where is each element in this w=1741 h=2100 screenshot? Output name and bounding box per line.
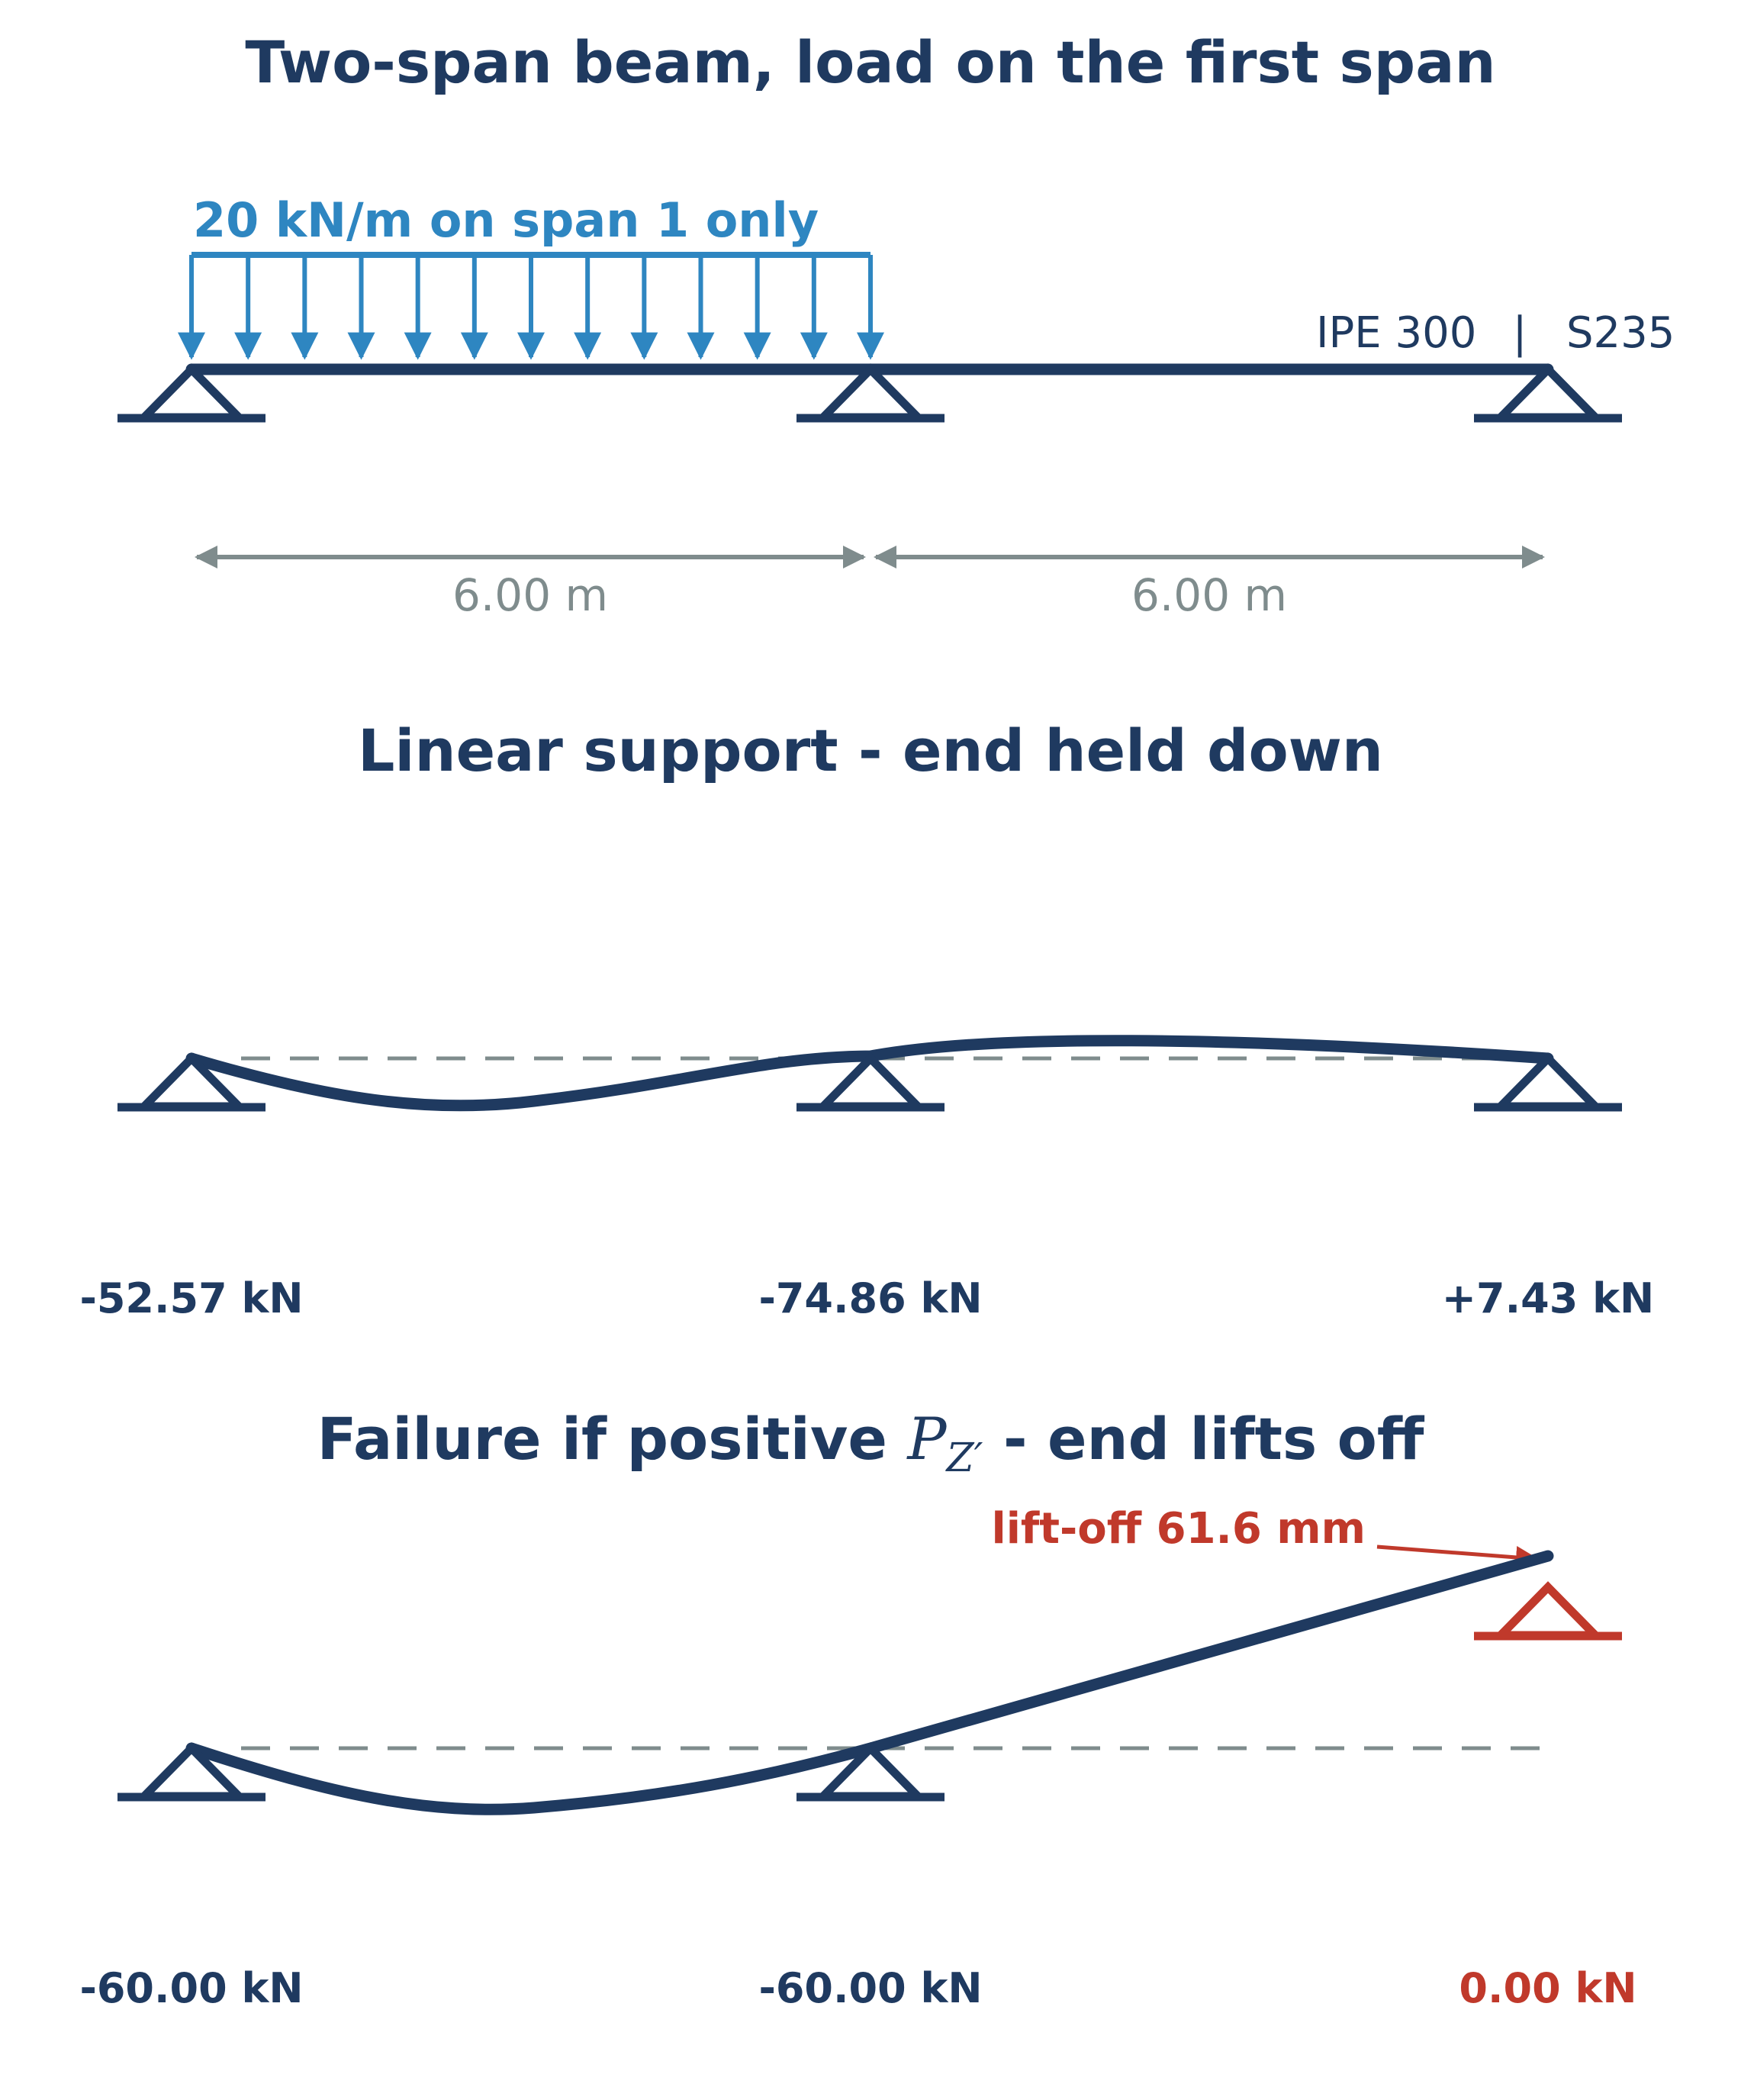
failure-reaction-left: -60.00 kN	[79, 1964, 303, 2012]
linear-reaction-middle: -74.86 kN	[758, 1274, 982, 1322]
span-1-length: 6.00 m	[452, 569, 608, 621]
liftoff-pointer	[1376, 1544, 1539, 1569]
linear-support-middle	[796, 1052, 945, 1112]
support-right-triangle	[1490, 363, 1606, 422]
supports-linear	[117, 1052, 1622, 1112]
failure-support-middle	[796, 1742, 945, 1802]
support-left-triangle	[134, 363, 249, 422]
failure-support-left	[117, 1742, 265, 1802]
liftoff-label: lift-off 61.6 mm	[992, 1504, 1366, 1554]
linear-support-right	[1474, 1052, 1622, 1112]
linear-support-middle-triangle	[813, 1052, 928, 1111]
support-middle-triangle	[813, 363, 928, 422]
section-label: IPE 300 | S235	[1316, 308, 1675, 358]
linear-title: Linear support - end held down	[358, 717, 1383, 784]
linear-reaction-right: +7.43 kN	[1442, 1274, 1654, 1322]
main-title: Two-span beam, load on the first span	[245, 28, 1495, 96]
linear-support-right-triangle	[1490, 1052, 1606, 1111]
failure-symbol: P	[906, 1405, 948, 1473]
distributed-load	[178, 252, 884, 360]
failure-title-pre: Failure if positive	[317, 1405, 908, 1473]
failure-deflected-beam	[185, 1550, 1554, 1815]
support-middle	[796, 363, 945, 423]
support-right	[1474, 363, 1622, 423]
linear-reaction-left: -52.57 kN	[79, 1274, 303, 1322]
failure-title: Failure if positive PZ′ - end lifts off	[317, 1405, 1425, 1481]
load-label: 20 kN/m on span 1 only	[193, 192, 819, 248]
span-2-length: 6.00 m	[1131, 569, 1287, 621]
supports-failure	[117, 1581, 1622, 1802]
failure-title-post: - end lifts off	[983, 1405, 1424, 1473]
failure-symbol-sub: Z′	[945, 1435, 983, 1481]
section-material: S235	[1566, 308, 1675, 358]
supports-loaded	[117, 363, 1622, 423]
support-left	[117, 363, 265, 423]
section-separator: |	[1513, 308, 1527, 358]
span-dimensions: 6.00 m 6.00 m	[195, 546, 1545, 621]
linear-deflected-beam	[185, 1035, 1554, 1112]
section-profile: IPE 300	[1316, 308, 1476, 358]
failure-support-right-triangle	[1490, 1581, 1606, 1640]
failure-reaction-middle: -60.00 kN	[758, 1964, 982, 2012]
linear-support-left	[117, 1052, 265, 1112]
failure-support-right	[1474, 1581, 1622, 1641]
failure-reaction-right: 0.00 kN	[1459, 1964, 1636, 2012]
